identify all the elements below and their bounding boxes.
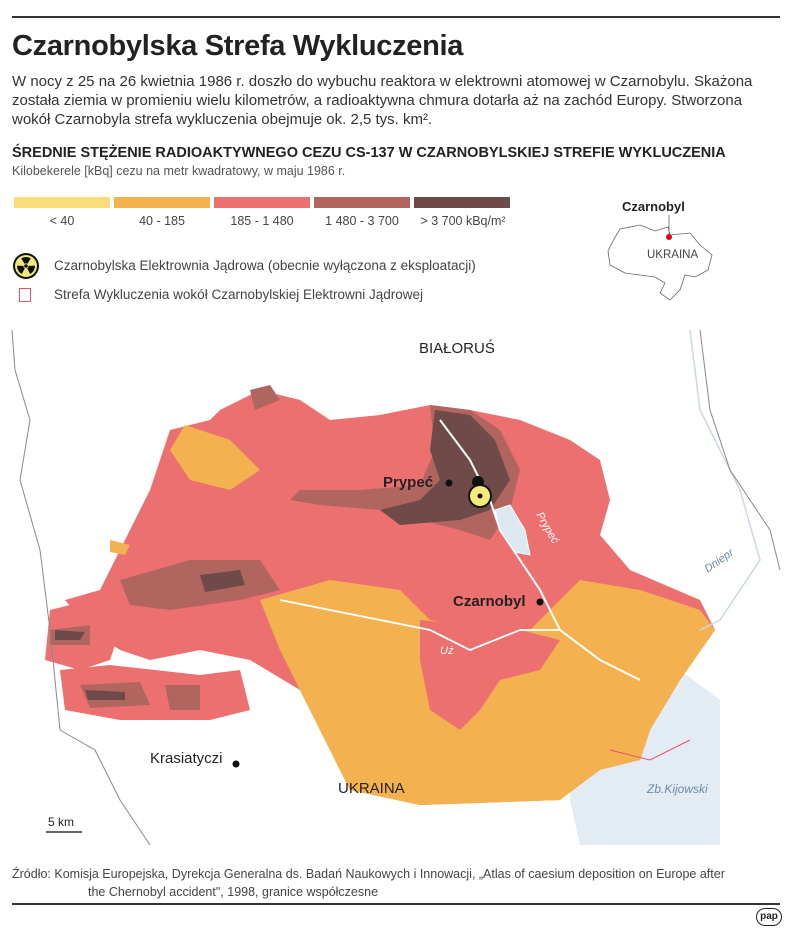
scale-label: 5 km xyxy=(48,815,75,829)
zone-185-1480 xyxy=(420,620,560,730)
bottom-rule xyxy=(12,903,780,905)
legend-swatch-1 xyxy=(14,197,110,208)
label-reservoir: Zb.Kijowski xyxy=(647,782,708,796)
label-belarus: BIAŁORUŚ xyxy=(419,340,495,357)
zone-40-185 xyxy=(110,425,260,555)
legend-title: ŚREDNIE STĘŻENIE RADIOAKTYWNEGO CEZU CS-… xyxy=(12,145,726,161)
contamination-map xyxy=(11,330,781,845)
pripyat-river xyxy=(439,419,641,681)
exclusion-zone-swatch xyxy=(19,288,31,302)
source-line-1: Źródło: Komisja Europejska, Dyrekcja Gen… xyxy=(12,867,725,881)
legend-zone-label: Strefa Wykluczenia wokół Czarnobylskiej … xyxy=(54,287,424,302)
pripyat-dot xyxy=(445,479,453,487)
legend-label: > 3 700 kBq/m² xyxy=(420,214,506,228)
zone-1480-3700 xyxy=(50,560,280,710)
krasiatyczi-dot xyxy=(232,760,240,768)
legend-plant-label: Czarnobylska Elektrownia Jądrowa (obecni… xyxy=(54,258,476,273)
page-title: Czarnobylska Strefa Wykluczenia xyxy=(12,30,464,62)
legend-swatch-5 xyxy=(414,197,510,208)
inset-country-label: UKRAINA xyxy=(647,249,699,261)
label-pripyat-city: Prypeć xyxy=(383,474,434,491)
legend-swatch-3 xyxy=(214,197,310,208)
radiation-icon xyxy=(13,253,39,279)
legend-unit: Kilobekerele [kBq] cezu na metr kwadrato… xyxy=(12,164,346,178)
legend-label: 1 480 - 3 700 xyxy=(325,214,399,228)
border-line xyxy=(699,330,781,571)
dnieper-river xyxy=(689,330,761,631)
pap-logo: pap xyxy=(756,908,782,926)
source-line-2: the Chernobyl accident", 1998, granice w… xyxy=(88,885,379,899)
legend-swatch-2 xyxy=(114,197,210,208)
legend-label: 40 - 185 xyxy=(139,214,185,228)
inset-map xyxy=(607,215,713,301)
border-line xyxy=(11,330,151,845)
legend-label: 185 - 1 480 xyxy=(230,214,294,228)
ukraine-outline xyxy=(607,224,713,301)
label-river-uzh: Uż xyxy=(440,645,454,657)
legend-label: < 40 xyxy=(49,214,75,228)
zone-over-3700 xyxy=(55,410,510,700)
label-krasiatyczi: Krasiatyczi xyxy=(150,750,223,767)
uzh-river xyxy=(279,599,560,651)
chernobyl-dot xyxy=(536,598,544,606)
source-note: Źródło: Komisja Europejska, Dyrekcja Gen… xyxy=(12,865,772,901)
top-rule xyxy=(12,16,780,18)
intro-text: W nocy z 25 na 26 kwietnia 1986 r. doszł… xyxy=(12,73,753,128)
exclusion-zone-boundary xyxy=(609,739,691,761)
chernobyl-dot xyxy=(666,234,672,240)
inset-city-label: Czarnobyl xyxy=(622,199,685,214)
legend-swatch-4 xyxy=(314,197,410,208)
label-chernobyl-city: Czarnobyl xyxy=(453,593,526,610)
pripyat-backwater xyxy=(494,504,531,556)
label-ukraine: UKRAINA xyxy=(338,780,405,797)
